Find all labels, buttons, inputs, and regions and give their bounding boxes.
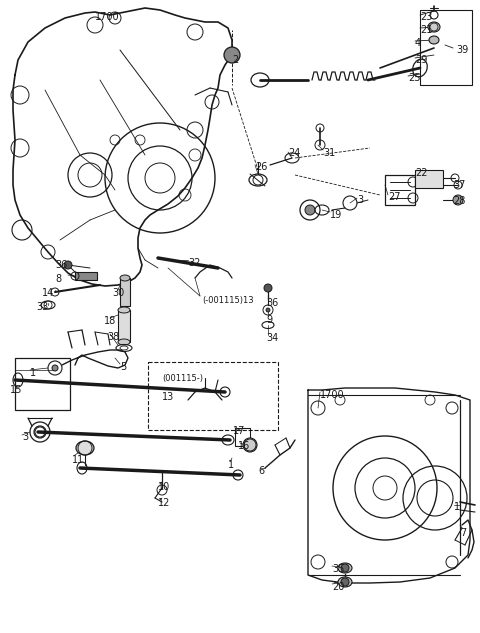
Text: 10: 10: [158, 482, 170, 492]
Text: 36: 36: [266, 298, 278, 308]
Text: 26: 26: [255, 162, 267, 172]
Text: 21: 21: [420, 25, 432, 35]
Bar: [148, 362, 278, 430]
Ellipse shape: [338, 577, 352, 587]
Bar: [75, 272, 97, 280]
Text: 23: 23: [420, 12, 432, 22]
Bar: [120, 278, 130, 306]
Text: 38: 38: [107, 332, 119, 342]
Text: 33: 33: [36, 302, 48, 312]
Ellipse shape: [76, 441, 94, 455]
Text: 1: 1: [30, 368, 36, 378]
Ellipse shape: [338, 563, 352, 573]
Text: 22: 22: [415, 168, 428, 178]
Ellipse shape: [428, 22, 440, 32]
Circle shape: [341, 564, 349, 572]
Text: 6: 6: [258, 466, 264, 476]
Bar: [118, 310, 130, 342]
Bar: [420, 10, 472, 85]
Text: 14: 14: [42, 288, 54, 298]
Text: 27: 27: [388, 192, 400, 202]
Text: 2: 2: [232, 55, 238, 65]
Bar: [385, 175, 415, 205]
Circle shape: [224, 47, 240, 63]
Text: 36: 36: [55, 260, 67, 270]
Text: 25: 25: [408, 73, 420, 83]
Text: 31: 31: [323, 148, 335, 158]
Text: 28: 28: [453, 196, 466, 206]
Text: 35: 35: [332, 564, 344, 574]
Circle shape: [341, 578, 349, 586]
Text: 1: 1: [228, 460, 234, 470]
Text: 34: 34: [266, 333, 278, 343]
Text: 8: 8: [55, 274, 61, 284]
Text: 15: 15: [10, 385, 23, 395]
Circle shape: [266, 308, 270, 312]
Ellipse shape: [120, 275, 130, 281]
Text: 1700: 1700: [320, 390, 345, 400]
Text: (001115-): (001115-): [162, 374, 203, 383]
Text: 13: 13: [162, 392, 174, 402]
Text: (-001115)13: (-001115)13: [202, 296, 253, 305]
Ellipse shape: [118, 339, 130, 345]
Text: 24: 24: [288, 148, 300, 158]
Text: 20: 20: [332, 582, 344, 592]
Ellipse shape: [118, 307, 130, 313]
Circle shape: [453, 195, 463, 205]
Text: 9: 9: [266, 315, 272, 325]
Bar: [415, 170, 443, 188]
Circle shape: [52, 365, 58, 371]
Circle shape: [305, 205, 315, 215]
Text: 5: 5: [120, 362, 126, 372]
Text: 16: 16: [238, 441, 250, 451]
Text: 39: 39: [456, 45, 468, 55]
Bar: [235, 428, 250, 446]
Ellipse shape: [429, 36, 439, 44]
Bar: [15, 358, 70, 410]
Text: 29: 29: [415, 55, 427, 65]
Text: 11: 11: [72, 455, 84, 465]
Text: 12: 12: [158, 498, 170, 508]
Text: 1: 1: [454, 502, 460, 512]
Text: 4: 4: [415, 38, 421, 48]
Circle shape: [64, 261, 72, 269]
Text: 32: 32: [188, 258, 200, 268]
Ellipse shape: [243, 438, 257, 452]
Text: 19: 19: [330, 210, 342, 220]
Text: 18: 18: [104, 316, 116, 326]
Circle shape: [264, 284, 272, 292]
Text: 7: 7: [460, 528, 466, 538]
Text: 37: 37: [453, 180, 466, 190]
Text: 30: 30: [112, 288, 124, 298]
Text: 17: 17: [233, 426, 245, 436]
Text: 1700: 1700: [95, 12, 120, 22]
Text: 3: 3: [22, 432, 28, 442]
Text: 3: 3: [357, 195, 363, 205]
